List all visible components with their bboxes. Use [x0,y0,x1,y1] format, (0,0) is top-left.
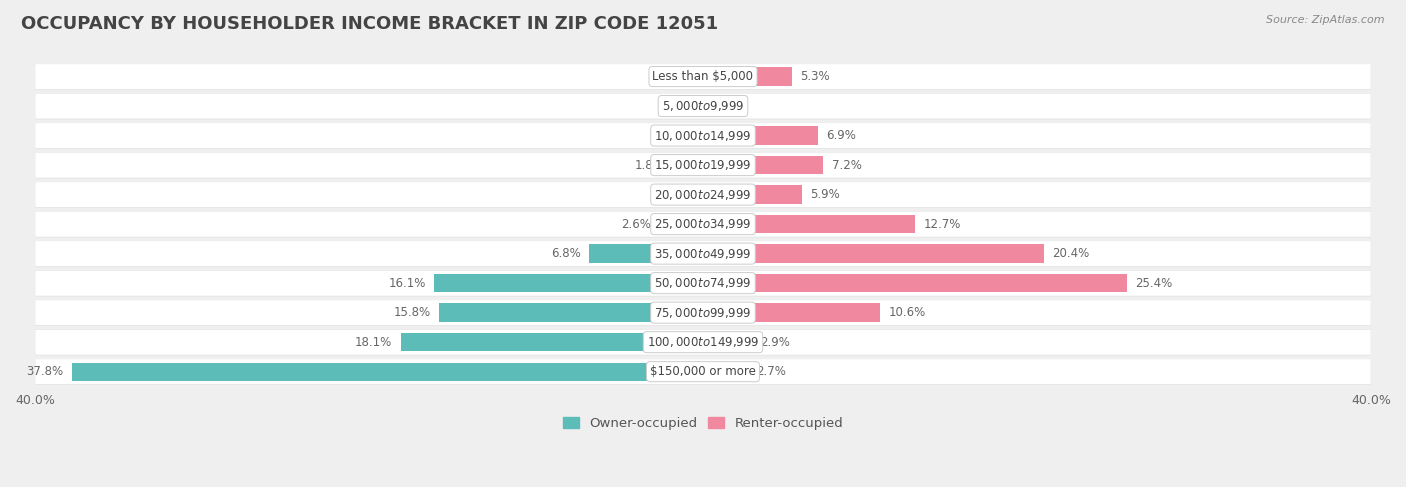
Text: 1.0%: 1.0% [648,129,678,142]
Text: $15,000 to $19,999: $15,000 to $19,999 [654,158,752,172]
Text: 25.4%: 25.4% [1136,277,1173,290]
Text: 37.8%: 37.8% [27,365,63,378]
Bar [659,215,703,233]
Text: 16.1%: 16.1% [388,277,426,290]
Text: $20,000 to $24,999: $20,000 to $24,999 [654,187,752,202]
Legend: Owner-occupied, Renter-occupied: Owner-occupied, Renter-occupied [558,412,848,436]
FancyBboxPatch shape [35,152,1371,178]
Bar [401,333,703,351]
Text: 0.0%: 0.0% [665,70,695,83]
Bar [703,303,880,322]
Bar [703,244,1043,263]
Text: $25,000 to $34,999: $25,000 to $34,999 [654,217,752,231]
Text: 0.0%: 0.0% [665,99,695,112]
FancyBboxPatch shape [35,359,1371,385]
Text: 5.3%: 5.3% [800,70,830,83]
Text: 10.6%: 10.6% [889,306,925,319]
Text: 6.8%: 6.8% [551,247,581,260]
Bar [703,362,748,381]
FancyBboxPatch shape [35,182,1371,207]
Text: $75,000 to $99,999: $75,000 to $99,999 [654,306,752,319]
Bar [703,67,792,86]
Text: 0.0%: 0.0% [711,99,741,112]
FancyBboxPatch shape [35,63,1371,90]
Bar [686,127,703,145]
Text: 15.8%: 15.8% [394,306,430,319]
FancyBboxPatch shape [35,270,1371,296]
Bar [589,244,703,263]
Bar [703,156,824,174]
Text: Less than $5,000: Less than $5,000 [652,70,754,83]
FancyBboxPatch shape [35,241,1371,266]
Text: 7.2%: 7.2% [831,159,862,171]
Text: $50,000 to $74,999: $50,000 to $74,999 [654,276,752,290]
Text: $100,000 to $149,999: $100,000 to $149,999 [647,335,759,349]
Text: 2.6%: 2.6% [621,218,651,231]
Text: 12.7%: 12.7% [924,218,960,231]
FancyBboxPatch shape [35,329,1371,355]
FancyBboxPatch shape [35,93,1371,119]
FancyBboxPatch shape [35,211,1371,237]
Text: OCCUPANCY BY HOUSEHOLDER INCOME BRACKET IN ZIP CODE 12051: OCCUPANCY BY HOUSEHOLDER INCOME BRACKET … [21,15,718,33]
Bar [703,333,751,351]
Text: 18.1%: 18.1% [356,336,392,349]
Text: 2.7%: 2.7% [756,365,786,378]
Bar [439,303,703,322]
Text: 20.4%: 20.4% [1052,247,1090,260]
Bar [703,215,915,233]
Text: $150,000 or more: $150,000 or more [650,365,756,378]
Bar [434,274,703,292]
Text: 1.8%: 1.8% [636,159,665,171]
Text: $10,000 to $14,999: $10,000 to $14,999 [654,129,752,143]
Text: Source: ZipAtlas.com: Source: ZipAtlas.com [1267,15,1385,25]
Text: 5.9%: 5.9% [810,188,839,201]
Bar [72,362,703,381]
Text: 6.9%: 6.9% [827,129,856,142]
FancyBboxPatch shape [35,123,1371,149]
Bar [703,274,1128,292]
Text: 0.0%: 0.0% [665,188,695,201]
Text: $35,000 to $49,999: $35,000 to $49,999 [654,246,752,261]
Bar [703,127,818,145]
Bar [673,156,703,174]
Text: 2.9%: 2.9% [759,336,790,349]
FancyBboxPatch shape [35,300,1371,326]
Bar [703,186,801,204]
Text: $5,000 to $9,999: $5,000 to $9,999 [662,99,744,113]
